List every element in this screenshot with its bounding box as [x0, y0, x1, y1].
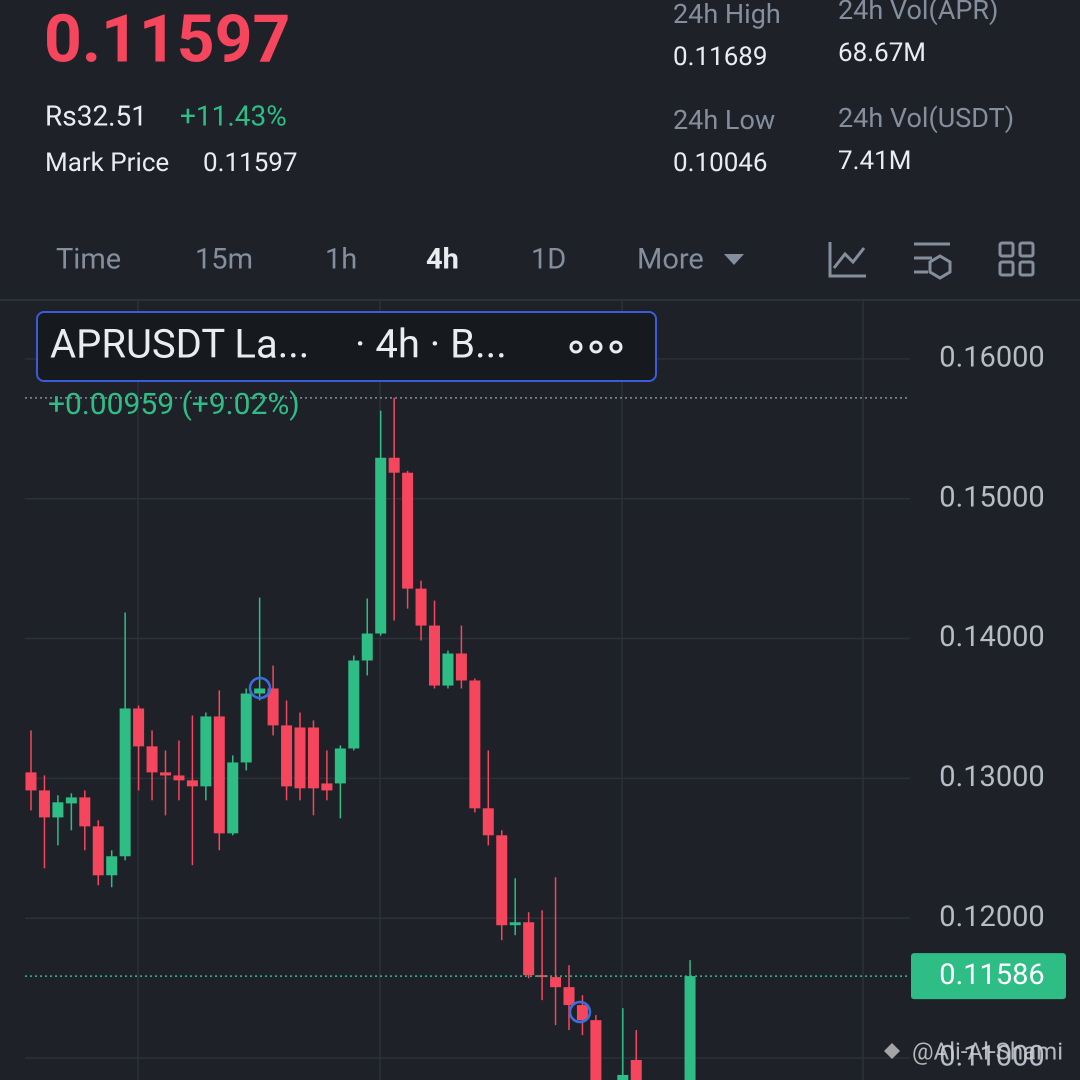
stat-value: 7.41M	[838, 146, 911, 176]
layout-icon[interactable]	[998, 241, 1015, 258]
y-tick-label: 0.13000	[939, 760, 1044, 794]
candle-body	[106, 856, 118, 876]
layout-icon[interactable]	[1018, 260, 1035, 277]
candle-body	[348, 660, 360, 749]
dropdown-arrow	[724, 254, 744, 265]
stat-label: 24h Vol(APR)	[838, 0, 998, 26]
candle-body	[119, 708, 131, 857]
tab[interactable]: 1h	[325, 243, 357, 277]
tab[interactable]: 15m	[195, 243, 253, 277]
candle-body	[160, 772, 171, 776]
y-tick-label: 0.11000	[939, 1040, 1044, 1074]
candle-body	[146, 746, 158, 773]
candle-body	[25, 772, 37, 791]
candle-body	[550, 977, 562, 988]
change-label: +0.00959 (+9.02%)	[48, 387, 300, 422]
candle-body	[186, 780, 198, 787]
candle-body	[496, 835, 508, 926]
fiat-price: Rs32.51	[45, 99, 147, 132]
dot	[609, 340, 623, 354]
stat-value: 68.67M	[838, 38, 926, 68]
candle-body	[617, 1074, 629, 1080]
indicator-icon[interactable]	[828, 242, 866, 278]
stat-value: 0.11689	[673, 42, 768, 72]
candle-body	[536, 975, 548, 978]
y-tick-label: 0.12000	[939, 900, 1044, 934]
settings-icon[interactable]	[914, 242, 952, 280]
candle-body	[630, 1060, 642, 1080]
layout-icon[interactable]	[1018, 241, 1035, 258]
tab[interactable]: Time	[56, 243, 121, 277]
candle-body	[388, 457, 400, 473]
candle-body	[429, 625, 440, 686]
trade-marker[interactable]	[568, 1000, 592, 1024]
stat-label: 24h High	[673, 0, 781, 30]
candles	[25, 397, 910, 1080]
tab[interactable]: 1D	[531, 243, 566, 277]
candle-body	[173, 775, 185, 781]
candle-body	[281, 725, 293, 787]
last-price-tag	[911, 953, 1066, 1000]
legend-box[interactable]	[36, 311, 657, 382]
candle-body	[267, 688, 279, 726]
candle-body	[213, 716, 225, 834]
candle-body	[509, 922, 521, 926]
candle-body	[321, 783, 333, 791]
stat-value: 0.10046	[673, 148, 768, 178]
candle-body	[133, 708, 145, 747]
candle-body	[92, 826, 104, 876]
y-tick-label: 0.16000	[939, 341, 1044, 375]
candle-body	[455, 653, 467, 681]
candle-body	[254, 688, 266, 694]
y-tick-label: 0.14000	[939, 620, 1044, 654]
toolbar-icons	[828, 241, 1035, 280]
candle-body	[576, 1005, 588, 1021]
tab[interactable]: More	[637, 243, 704, 277]
dot	[569, 340, 583, 354]
mark-price: 0.11597	[203, 148, 298, 178]
candle-body	[563, 987, 575, 1006]
symbol: APRUSDT La...	[50, 321, 309, 368]
candle-body	[334, 748, 346, 784]
trade-marker[interactable]	[248, 676, 272, 700]
candle-body	[375, 457, 387, 634]
candle-body	[402, 472, 414, 589]
candle-body	[65, 797, 77, 804]
stat-label: 24h Low	[673, 104, 775, 136]
candle-body	[469, 680, 481, 809]
last-price-label: 0.11586	[939, 958, 1044, 992]
candle-body	[38, 790, 50, 818]
candle-body	[482, 808, 494, 836]
price-change: +11.43%	[180, 99, 287, 132]
tab-bar: Time 15m 1h 4h 1D More	[56, 243, 704, 277]
watermark-logo	[884, 1043, 900, 1059]
candle-body	[684, 976, 696, 1080]
last-price: 0.11597	[44, 1, 290, 78]
price-axis: 0.11000 0.12000 0.13000 0.14000 0.15000 0.160…	[939, 341, 1044, 1074]
candle-body	[415, 588, 427, 626]
candle-body	[442, 653, 454, 686]
y-tick-label: 0.15000	[939, 480, 1044, 514]
candle-body	[294, 727, 306, 789]
candle-body	[52, 802, 64, 818]
layout-icon[interactable]	[998, 260, 1015, 277]
more-menu[interactable]	[569, 340, 623, 354]
candle-body	[227, 762, 239, 834]
candle-body	[240, 693, 252, 763]
candle-body	[361, 633, 373, 661]
mark-label: Mark Price	[45, 148, 169, 178]
dot	[589, 340, 603, 354]
tab[interactable]: 4h	[426, 243, 459, 277]
watermark: @Ali-Al-Shami	[912, 1037, 1063, 1065]
interval: · 4h · B...	[355, 321, 507, 368]
candle-body	[79, 797, 91, 827]
stat-label: 24h Vol(USDT)	[838, 102, 1014, 134]
candle-body	[307, 727, 319, 789]
candle-body	[523, 922, 535, 976]
candle-body	[590, 1020, 602, 1080]
candle-body	[200, 716, 212, 787]
